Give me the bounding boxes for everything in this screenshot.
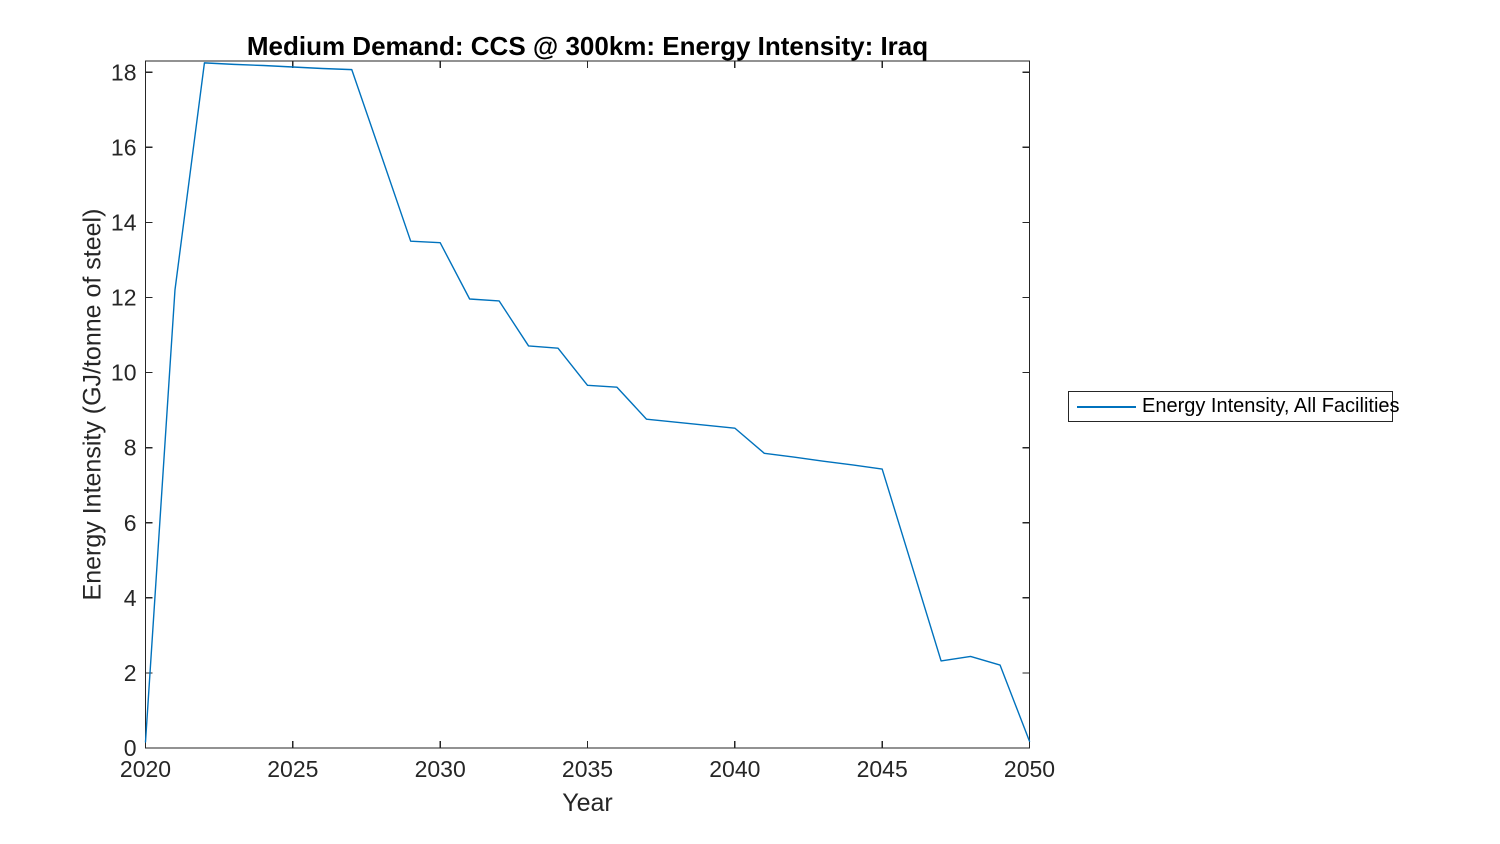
x-tick-label: 2030 xyxy=(415,756,466,782)
x-tick-label: 2050 xyxy=(1004,756,1055,782)
y-tick-label: 8 xyxy=(124,435,137,461)
y-tick-label: 14 xyxy=(111,209,137,235)
y-tick-label: 2 xyxy=(124,660,137,686)
y-tick-label: 10 xyxy=(111,360,137,386)
chart-title: Medium Demand: CCS @ 300km: Energy Inten… xyxy=(246,31,929,61)
legend-line-sample-icon xyxy=(1077,405,1136,408)
y-tick-label: 6 xyxy=(124,510,137,536)
data-line-energy-intensity xyxy=(144,62,1031,743)
axes-box xyxy=(144,60,1031,749)
y-tick-label: 18 xyxy=(111,59,137,85)
x-tick-label: 2045 xyxy=(857,756,908,782)
x-tick-label: 2040 xyxy=(709,756,760,782)
y-tick-label: 4 xyxy=(124,585,137,611)
x-axis-label: Year xyxy=(562,789,613,817)
x-tick-label: 2025 xyxy=(267,756,318,782)
y-tick-label: 12 xyxy=(111,285,137,311)
x-tick-label: 2035 xyxy=(562,756,613,782)
x-tick-label: 2020 xyxy=(120,756,171,782)
y-tick-label: 0 xyxy=(124,735,137,761)
y-tick-label: 16 xyxy=(111,134,137,160)
legend: Energy Intensity, All Facilities xyxy=(1068,391,1400,422)
legend-label: Energy Intensity, All Facilities xyxy=(1142,395,1400,417)
